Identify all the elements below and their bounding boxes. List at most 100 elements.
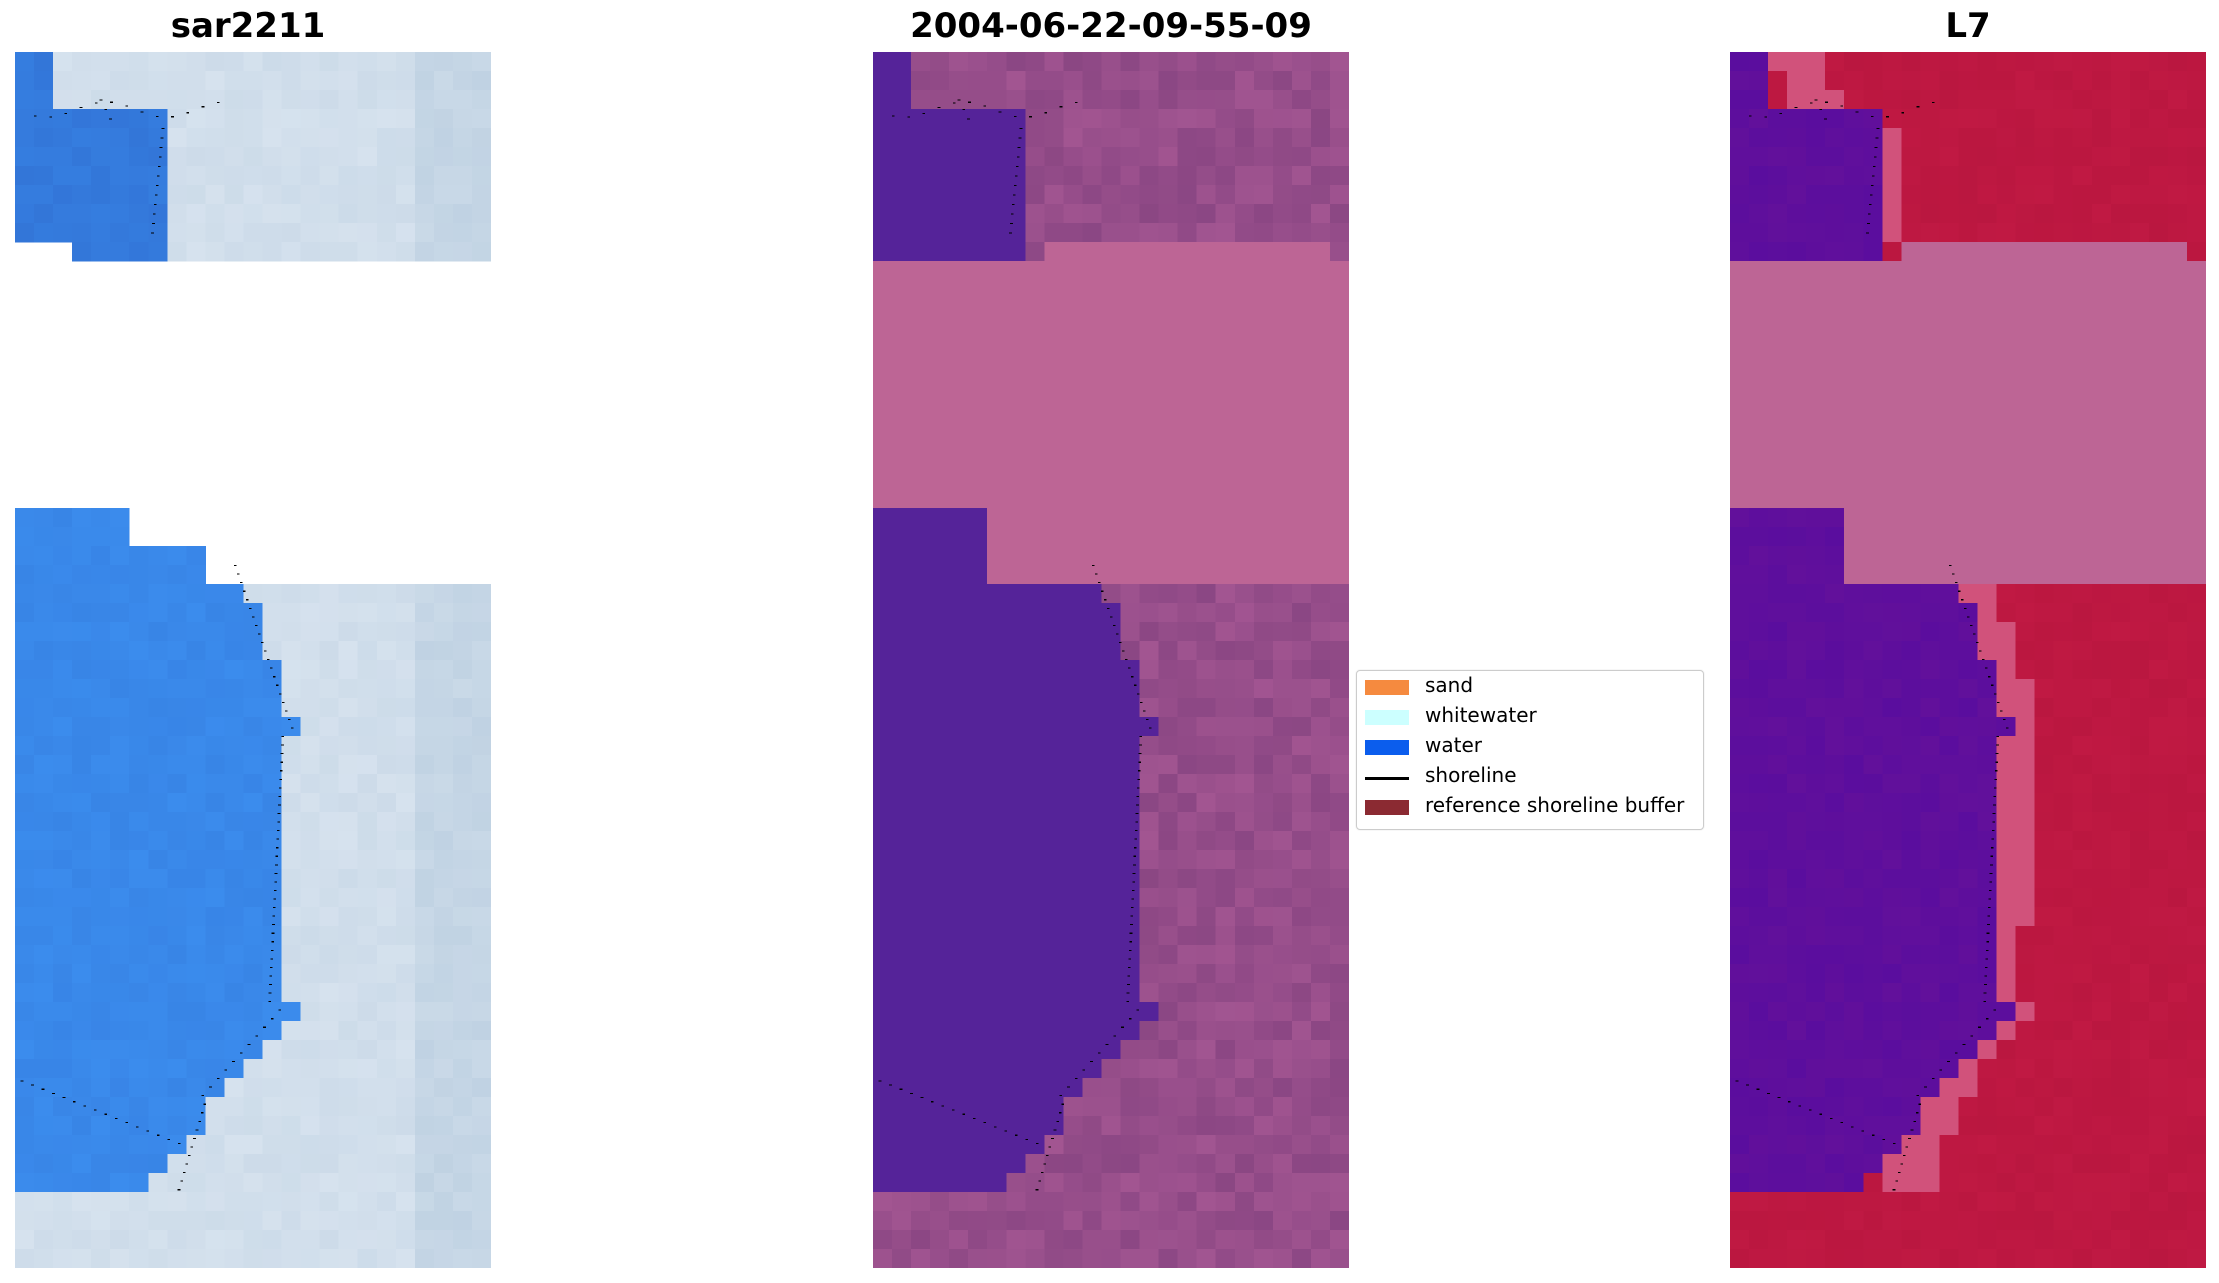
shoreline-point bbox=[269, 983, 272, 986]
pixel bbox=[1158, 242, 1179, 262]
pixel bbox=[129, 679, 149, 699]
pixel bbox=[1768, 983, 1788, 1003]
pixel bbox=[281, 1097, 301, 1117]
pixel bbox=[1101, 261, 1121, 281]
pixel bbox=[1730, 71, 1750, 91]
pixel bbox=[395, 1249, 416, 1268]
pixel bbox=[1768, 641, 1788, 661]
pixel bbox=[1730, 413, 1750, 433]
pixel bbox=[1977, 736, 1997, 756]
pixel bbox=[34, 1173, 54, 1193]
pixel bbox=[1977, 755, 1997, 775]
pixel bbox=[1272, 793, 1293, 813]
pixel bbox=[1006, 641, 1026, 661]
shoreline-point bbox=[278, 795, 282, 797]
pixel bbox=[1768, 793, 1788, 813]
pixel bbox=[1139, 147, 1159, 167]
pixel bbox=[2034, 698, 2055, 718]
pixel bbox=[987, 812, 1007, 832]
pixel bbox=[892, 223, 912, 243]
pixel bbox=[338, 1059, 359, 1079]
pixel bbox=[2072, 413, 2093, 433]
pixel bbox=[395, 793, 416, 813]
pixel bbox=[129, 1040, 149, 1060]
pixel bbox=[167, 1021, 187, 1041]
pixel bbox=[2091, 641, 2112, 661]
pixel bbox=[1901, 1173, 1921, 1193]
pixel bbox=[1006, 470, 1026, 490]
pixel bbox=[1291, 375, 1312, 395]
shoreline-point bbox=[236, 573, 240, 575]
shoreline-point bbox=[892, 115, 895, 117]
pixel bbox=[129, 793, 149, 813]
shoreline-point bbox=[1129, 932, 1133, 934]
pixel bbox=[1920, 109, 1940, 129]
pixel bbox=[2167, 223, 2188, 243]
pixel bbox=[1006, 527, 1026, 547]
pixel bbox=[2167, 261, 2188, 281]
pixel bbox=[1749, 71, 1769, 91]
pixel bbox=[1139, 546, 1159, 566]
shoreline-point bbox=[266, 659, 270, 661]
shoreline-point bbox=[290, 727, 294, 729]
pixel bbox=[1177, 280, 1198, 300]
shoreline-point bbox=[52, 1092, 55, 1094]
pixel bbox=[91, 850, 111, 870]
pixel bbox=[1939, 1078, 1959, 1098]
pixel bbox=[414, 755, 435, 775]
pixel bbox=[930, 679, 950, 699]
pixel bbox=[72, 1021, 92, 1041]
shoreline-point bbox=[104, 109, 108, 111]
pixel bbox=[1101, 204, 1121, 224]
pixel bbox=[414, 1078, 435, 1098]
shoreline-point bbox=[1134, 838, 1138, 840]
pixel bbox=[148, 755, 168, 775]
pixel bbox=[15, 1173, 35, 1193]
pixel bbox=[1901, 755, 1921, 775]
pixel bbox=[1158, 1249, 1179, 1268]
pixel bbox=[72, 1078, 92, 1098]
pixel bbox=[1025, 698, 1045, 718]
shoreline-point bbox=[272, 915, 276, 917]
pixel bbox=[129, 698, 149, 718]
pixel bbox=[2148, 622, 2169, 642]
pixel bbox=[1920, 850, 1940, 870]
pixel bbox=[1768, 318, 1788, 338]
pixel bbox=[949, 983, 969, 1003]
pixel bbox=[1272, 717, 1293, 737]
pixel bbox=[1025, 603, 1045, 623]
shoreline-point bbox=[1962, 1043, 1966, 1045]
shoreline-point bbox=[155, 115, 159, 117]
pixel bbox=[1139, 185, 1159, 205]
pixel bbox=[930, 470, 950, 490]
pixel bbox=[148, 698, 168, 718]
pixel bbox=[1234, 242, 1255, 262]
pixel bbox=[2110, 432, 2131, 452]
pixel bbox=[2053, 983, 2074, 1003]
pixel bbox=[1730, 109, 1750, 129]
pixel bbox=[1749, 299, 1769, 319]
pixel bbox=[1082, 375, 1102, 395]
pixel bbox=[2091, 945, 2112, 965]
pixel bbox=[2072, 1230, 2093, 1250]
pixel bbox=[1920, 451, 1940, 471]
pixel bbox=[1101, 1230, 1121, 1250]
pixel bbox=[1749, 964, 1769, 984]
pixel bbox=[2072, 831, 2093, 851]
pixel bbox=[1939, 793, 1959, 813]
pixel bbox=[15, 584, 35, 604]
pixel bbox=[1272, 375, 1293, 395]
pixel bbox=[949, 565, 969, 585]
pixel bbox=[949, 1040, 969, 1060]
pixel bbox=[1025, 964, 1045, 984]
pixel bbox=[2053, 1078, 2074, 1098]
pixel bbox=[1329, 698, 1349, 718]
pixel bbox=[1920, 1173, 1940, 1193]
pixel bbox=[1291, 52, 1312, 72]
pixel bbox=[1863, 432, 1883, 452]
pixel bbox=[949, 318, 969, 338]
pixel bbox=[1920, 52, 1940, 72]
shoreline-point bbox=[1994, 778, 1998, 780]
pixel bbox=[2167, 983, 2188, 1003]
pixel bbox=[930, 869, 950, 889]
